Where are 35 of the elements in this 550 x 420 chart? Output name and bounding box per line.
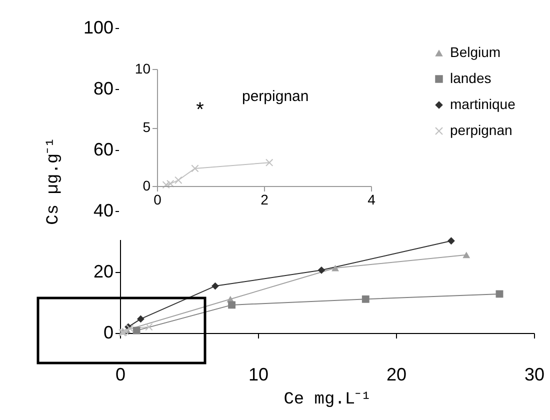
point	[228, 301, 236, 309]
annotation: *	[196, 99, 204, 121]
y-axis-title: Cs µg.g⁻¹	[44, 137, 64, 225]
point	[145, 323, 153, 331]
x-tick-label: 0	[115, 364, 126, 384]
point	[191, 164, 199, 172]
y-tick-label: 20	[93, 262, 114, 282]
legend-label: perpignan	[450, 122, 512, 138]
y-tick-label: 60	[93, 140, 114, 160]
x-tick-label: 10	[248, 364, 269, 384]
point	[447, 237, 455, 245]
y-tick-label: 5	[142, 119, 151, 135]
legend-label: martinique	[450, 96, 516, 112]
x-tick-label: 4	[368, 192, 376, 208]
legend-label: landes	[450, 70, 492, 86]
point	[136, 315, 144, 323]
legend-label: Belgium	[450, 44, 501, 60]
y-tick-label: 80	[93, 78, 114, 98]
y-tick-label: 10	[134, 60, 151, 76]
y-tick-label: 0	[103, 322, 114, 342]
point	[462, 252, 470, 258]
x-tick-label: 0	[154, 192, 162, 208]
y-tick-label: 100	[83, 18, 114, 38]
x-tick-label: 2	[260, 192, 269, 208]
x-axis-title: Ce mg.L⁻¹	[284, 390, 372, 410]
point	[362, 295, 370, 303]
y-tick-label: 0	[142, 178, 151, 194]
point	[332, 264, 339, 272]
x-tick-label: 20	[386, 364, 407, 384]
y-tick-label: 40	[93, 200, 114, 220]
text: perpignan	[242, 88, 309, 105]
x-tick-label: 30	[524, 364, 545, 384]
point	[132, 326, 140, 334]
point	[318, 266, 326, 274]
point	[212, 282, 219, 290]
